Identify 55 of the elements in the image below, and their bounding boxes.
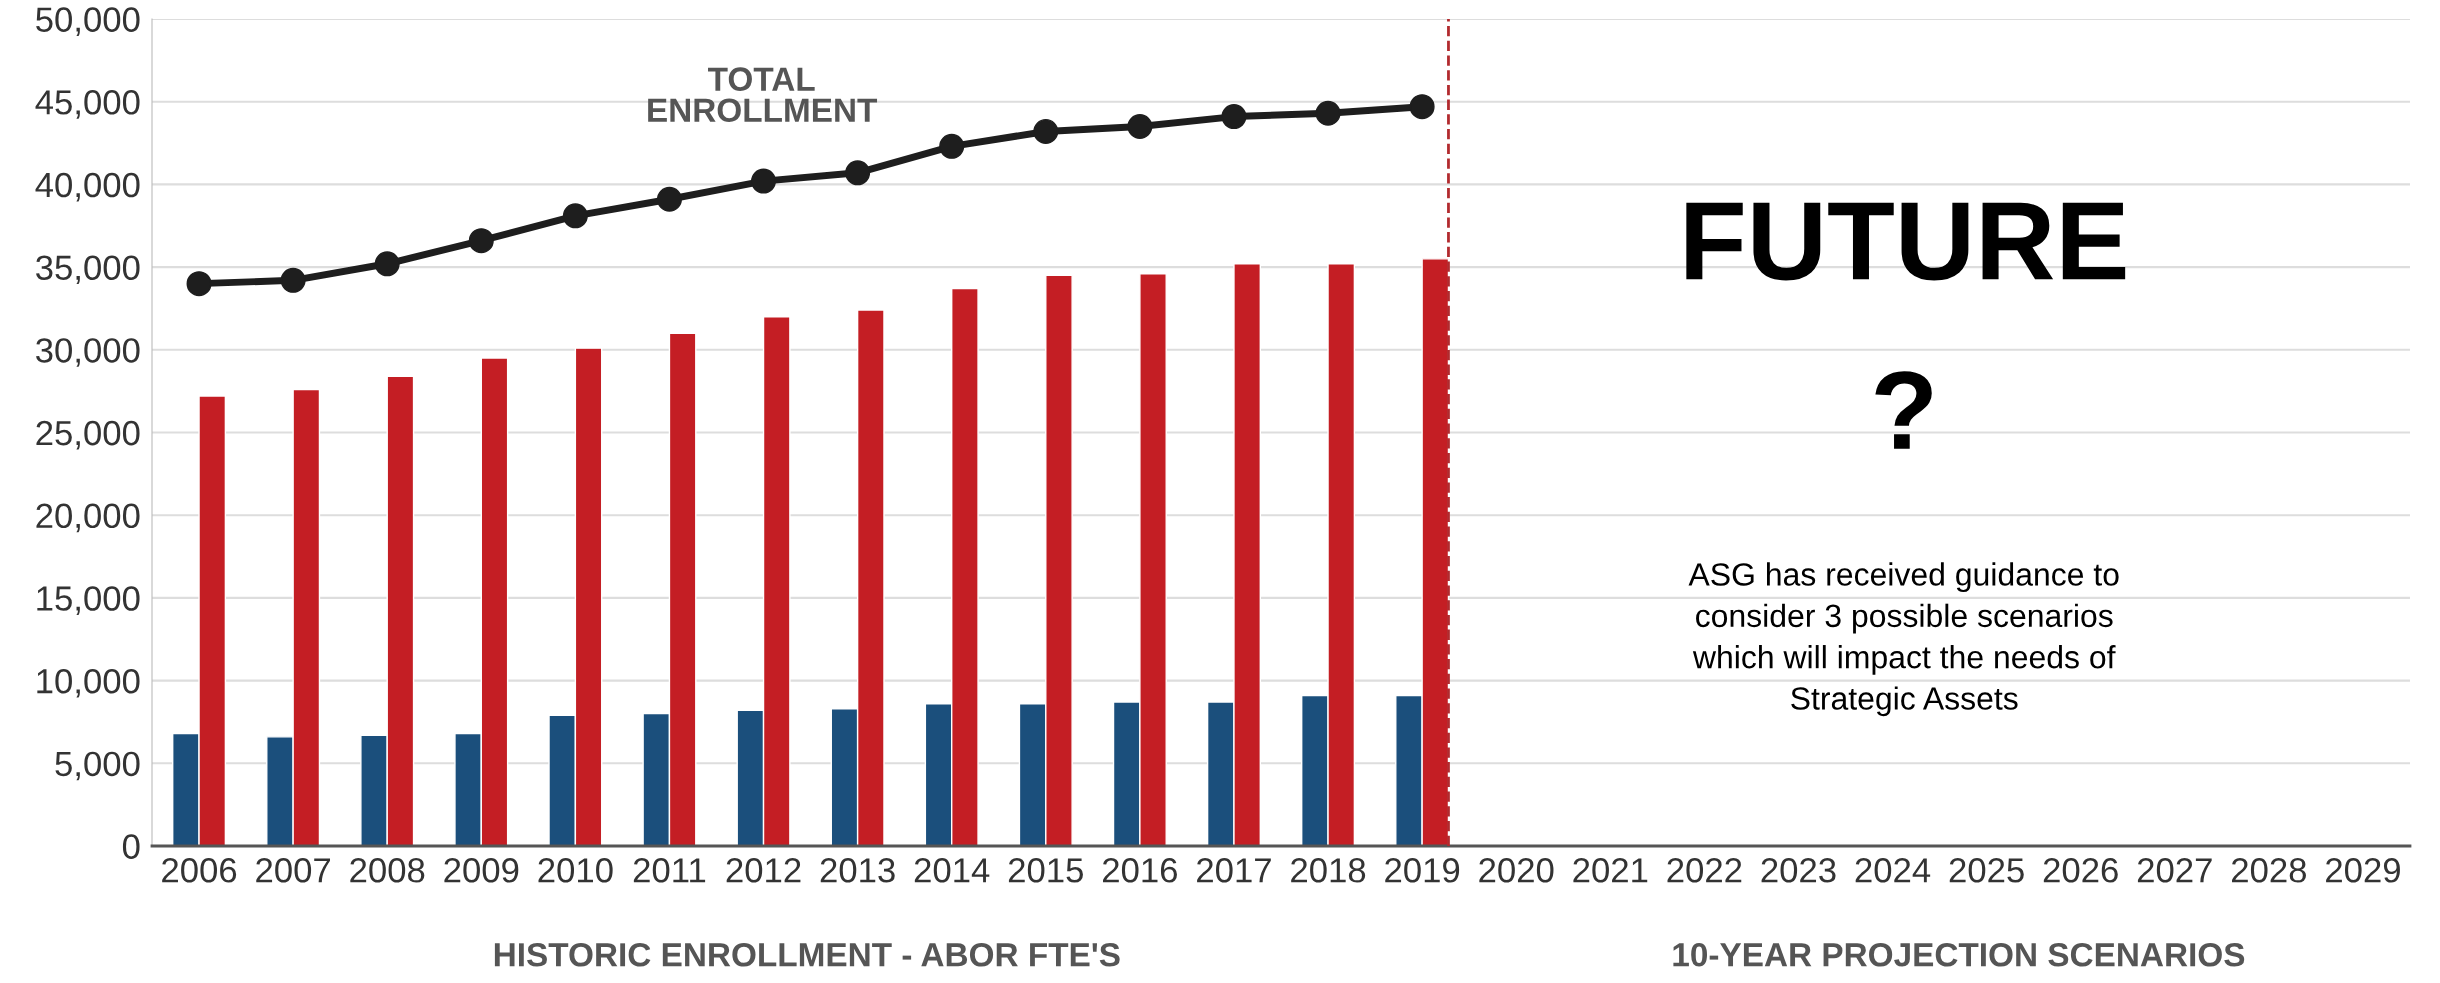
x-tick-label: 2026: [2043, 858, 2118, 883]
x-tick-label: 2016: [1103, 858, 1177, 883]
point: [562, 203, 588, 229]
x-tick-label: 2027: [2137, 858, 2212, 883]
annotation: ASG has received guidance to consider 3 possible scenarios which will impact the needs of Strategic Assets: [1688, 562, 2119, 717]
x-tick-label: 2012: [726, 858, 801, 883]
point: [845, 160, 871, 186]
x-tick-label: 2013: [820, 858, 895, 883]
x-tick-label: 2020: [1479, 858, 1554, 883]
point: [1221, 104, 1247, 130]
point: [939, 133, 965, 159]
y-tick-label: 35,000: [36, 255, 140, 285]
text: HISTORIC ENROLLMENT - ABOR FTE'S: [494, 942, 1120, 967]
x-tick-label: 2024: [1855, 858, 1931, 883]
y-tick-label: 50,000: [36, 7, 140, 37]
annotation: ?: [1875, 371, 1932, 449]
point: [1409, 94, 1435, 120]
x-tick-label: 2019: [1385, 858, 1460, 883]
point: [280, 267, 306, 293]
x-tick-label: 2015: [1008, 858, 1083, 883]
x-tick-label: 2014: [914, 858, 990, 883]
y-tick-label: 40,000: [35, 172, 140, 202]
point: [468, 228, 494, 254]
y-tick-label: 0: [122, 834, 140, 859]
y-tick-label: 10,000: [37, 668, 140, 698]
y-tick-label: 20,000: [36, 503, 140, 533]
x-tick-label: 2029: [2326, 858, 2400, 883]
x-tick-label: 2011: [633, 858, 706, 883]
point: [1127, 114, 1153, 140]
x-tick-label: 2006: [162, 858, 237, 883]
x-tick-label: 2010: [538, 858, 613, 883]
x-tick-label: 2009: [444, 858, 519, 883]
annotation: FUTURE: [1686, 202, 2126, 281]
x-tick-label: 2022: [1667, 858, 1742, 883]
y-tick-label: 45,000: [35, 90, 140, 119]
y-tick-label: 5,000: [55, 751, 140, 781]
y-tick-label: 25,000: [36, 420, 140, 450]
point: [186, 271, 212, 297]
point: [374, 251, 400, 277]
y-tick-label: 15,000: [37, 586, 140, 615]
series-label: TOTAL ENROLLMENT: [648, 67, 878, 123]
text: 10-YEAR PROJECTION SCENARIOS: [1673, 942, 2245, 967]
x-tick-label: 2028: [2232, 858, 2306, 883]
x-tick-label: 2018: [1291, 858, 1366, 883]
x-tick-label: 2023: [1761, 858, 1836, 883]
point: [751, 168, 777, 194]
x-tick-label: 2021: [1573, 858, 1648, 883]
point: [1033, 118, 1059, 144]
x-tick-label: 2017: [1197, 858, 1271, 883]
x-tick-label: 2025: [1949, 858, 2024, 883]
x-tick-label: 2008: [350, 858, 425, 883]
point: [1315, 100, 1341, 126]
y-tick-label: 30,000: [36, 338, 140, 367]
x-tick-label: 2007: [256, 858, 331, 883]
point: [656, 186, 682, 212]
